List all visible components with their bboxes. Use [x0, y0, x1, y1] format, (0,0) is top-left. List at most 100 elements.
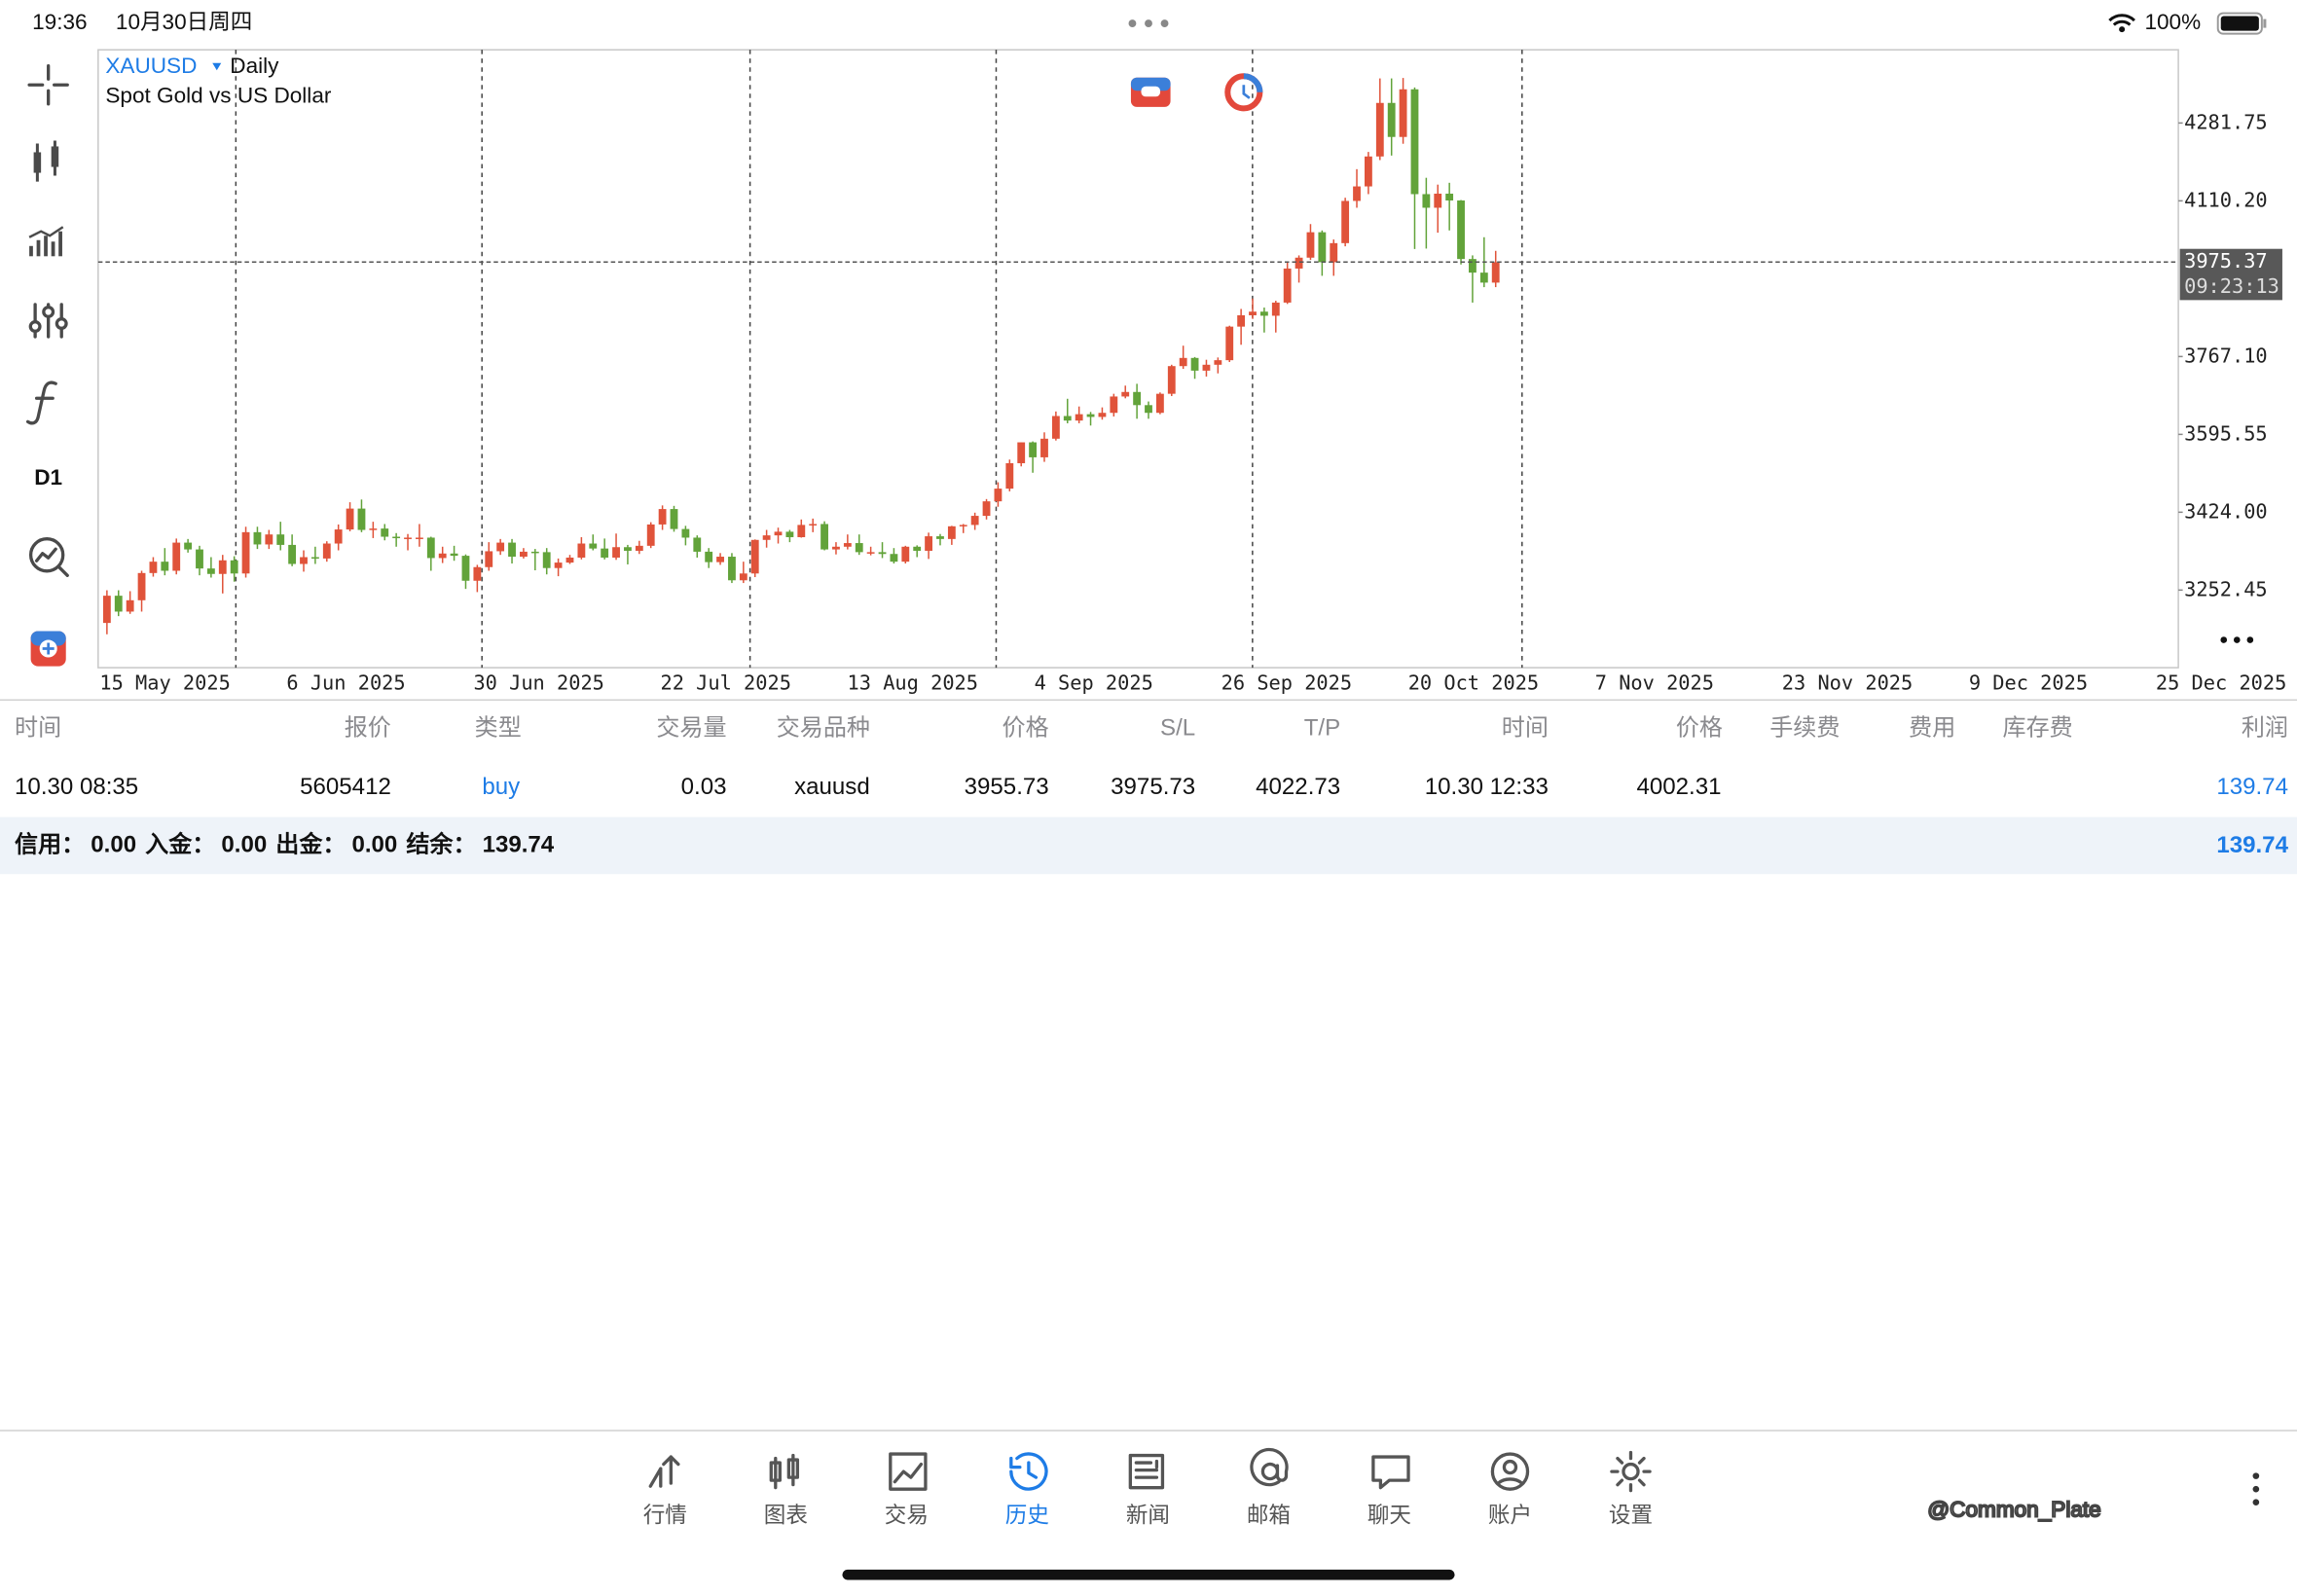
tab-item[interactable]: 新闻	[1126, 1453, 1170, 1528]
cell: 4022.73	[1256, 774, 1340, 800]
candle-body	[1294, 257, 1303, 269]
function-tool[interactable]	[25, 381, 57, 425]
tab-icon	[1128, 1453, 1165, 1490]
cell: 10.30 08:35	[15, 774, 138, 800]
trade-button[interactable]	[1130, 77, 1171, 107]
table-header: 时间 报价 类型 交易量 交易品种 价格 S/L T/P 时间 价格 手续费 费用 库存费 利润	[15, 715, 2288, 742]
candle-body	[589, 543, 598, 549]
table-row[interactable]: 10.30 08:35 5605412 buy 0.03 xauusd 3955…	[15, 774, 2288, 800]
clock-button[interactable]	[1224, 73, 1263, 112]
tab-item[interactable]: 聊天	[1367, 1455, 1411, 1528]
candle-body	[288, 544, 297, 564]
candle-body	[1190, 357, 1199, 371]
tab-item[interactable]: 邮箱	[1247, 1447, 1291, 1528]
candle-body	[1133, 391, 1142, 406]
candle-body	[750, 539, 759, 574]
candle-body	[1214, 360, 1222, 365]
tab-label: 设置	[1609, 1504, 1653, 1528]
candle-body	[612, 547, 620, 558]
x-tick-label: 23 Nov 2025	[1782, 671, 1913, 695]
column-header[interactable]: 费用	[1909, 715, 1955, 742]
candle-body	[310, 557, 319, 560]
candle-body	[1063, 416, 1072, 421]
settings-tool[interactable]	[28, 303, 68, 339]
tab-item[interactable]: 图表	[764, 1453, 808, 1528]
x-tick-label: 9 Dec 2025	[1969, 671, 2088, 695]
cell: 3955.73	[965, 774, 1049, 800]
one-click-tool[interactable]	[30, 631, 66, 667]
column-header[interactable]: 利润	[2242, 715, 2288, 742]
timeframe-button[interactable]: D1	[34, 465, 62, 490]
tab-item[interactable]: 交易	[885, 1452, 929, 1528]
candle-body	[196, 549, 203, 569]
candle-body	[1479, 272, 1488, 283]
symbol-dropdown[interactable]	[212, 62, 222, 71]
summary-label: 信用：	[15, 831, 85, 858]
candle-body	[1375, 102, 1384, 157]
column-header[interactable]: 时间	[1502, 715, 1549, 742]
tab-item[interactable]: 账户	[1488, 1452, 1532, 1528]
candle-tool[interactable]	[33, 140, 59, 182]
candle-body	[1330, 242, 1338, 263]
column-header[interactable]: 类型	[475, 715, 522, 742]
price-axis: 3252.45 3424.00 3595.55 3767.10 4110.20 4281.…	[2178, 110, 2282, 600]
column-header[interactable]: 手续费	[1769, 715, 1840, 742]
chart-more[interactable]	[2220, 636, 2254, 643]
tab-label: 历史	[1005, 1504, 1049, 1528]
candle-body	[404, 537, 412, 539]
candle-body	[253, 531, 262, 545]
tab-item[interactable]: 行情	[643, 1455, 687, 1528]
candle-body	[126, 599, 134, 612]
candle-body	[739, 573, 747, 581]
x-tick-label: 26 Sep 2025	[1221, 671, 1352, 695]
candle-body	[577, 543, 586, 558]
candle-body	[890, 554, 898, 562]
candle-body	[1341, 200, 1350, 243]
candle-body	[797, 525, 806, 537]
multitask-dots[interactable]	[1128, 19, 1169, 27]
crosshair-tool[interactable]	[27, 64, 69, 106]
candle-body	[438, 553, 447, 559]
column-header[interactable]: S/L	[1160, 715, 1195, 742]
column-header[interactable]: 交易量	[656, 715, 726, 742]
tab-icon	[1490, 1452, 1530, 1491]
candle-body	[184, 542, 193, 550]
tab-icon	[889, 1452, 928, 1491]
column-header[interactable]: 库存费	[2003, 715, 2073, 742]
summary-value: 139.74	[483, 832, 555, 858]
tab-item[interactable]: 历史	[1005, 1452, 1049, 1528]
x-tick-label: 30 Jun 2025	[473, 671, 603, 695]
tab-item[interactable]: 设置	[1609, 1450, 1653, 1528]
candle-body	[1040, 438, 1048, 457]
chart-symbol[interactable]: XAUUSD	[105, 54, 197, 78]
tab-icon	[648, 1455, 680, 1488]
column-header[interactable]: 交易品种	[777, 715, 870, 742]
x-tick-label: 15 May 2025	[99, 671, 230, 695]
summary-value: 0.00	[221, 832, 267, 858]
candle-body	[1029, 442, 1038, 457]
candle-body	[601, 548, 609, 558]
candle-body	[1202, 364, 1211, 371]
nav-more[interactable]	[2252, 1472, 2260, 1506]
candle-body	[149, 562, 158, 573]
column-header[interactable]: 报价	[345, 715, 391, 742]
candle-body	[334, 529, 343, 544]
candle-body	[878, 552, 887, 555]
indicator-tool[interactable]	[28, 226, 64, 257]
summary-label: 出金：	[275, 831, 346, 858]
column-header[interactable]: 价格	[1003, 715, 1049, 742]
column-header[interactable]: T/P	[1304, 715, 1340, 742]
column-header[interactable]: 价格	[1676, 715, 1723, 742]
candle-body	[485, 551, 493, 567]
summary-label: 入金：	[145, 831, 215, 858]
chart-timeframe: Daily	[230, 54, 279, 78]
candle-body	[959, 525, 967, 526]
column-header[interactable]: 时间	[15, 715, 61, 742]
candle-body	[1249, 311, 1257, 315]
candle-body	[705, 551, 713, 562]
candle-body	[554, 562, 563, 568]
candle-body	[1145, 405, 1152, 414]
zoom-tool[interactable]	[28, 537, 69, 577]
candle-body	[206, 568, 215, 574]
x-tick-label: 6 Jun 2025	[286, 671, 405, 695]
